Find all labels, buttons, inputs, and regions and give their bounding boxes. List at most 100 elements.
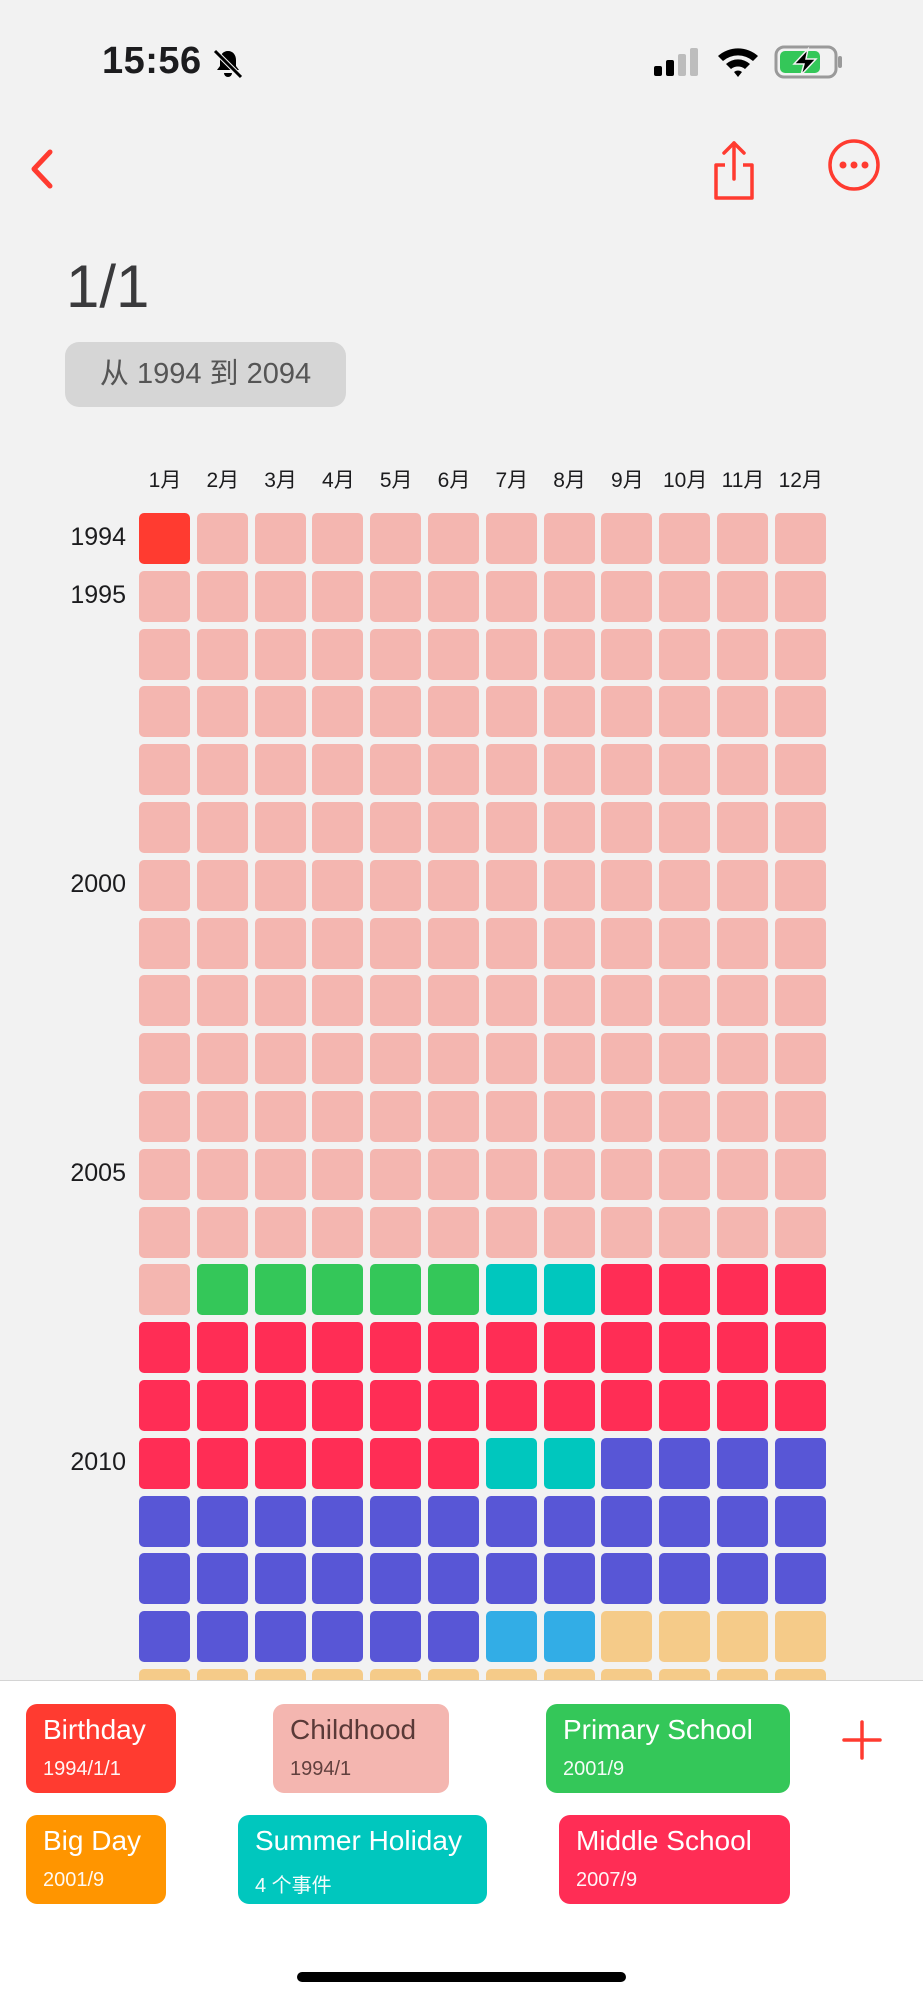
month-cell[interactable]	[485, 1322, 537, 1374]
month-cell[interactable]	[196, 1148, 248, 1200]
month-cell[interactable]	[254, 1148, 306, 1200]
month-cell[interactable]	[428, 917, 479, 969]
month-cell[interactable]	[659, 1380, 711, 1431]
month-cell[interactable]	[312, 570, 364, 622]
month-cell[interactable]	[717, 975, 768, 1027]
month-cell[interactable]	[601, 802, 653, 853]
month-cell[interactable]	[254, 1437, 306, 1489]
month-cell[interactable]	[659, 1033, 711, 1085]
month-cell[interactable]	[601, 859, 653, 911]
month-cell[interactable]	[774, 513, 826, 564]
month-cell[interactable]	[543, 802, 595, 853]
month-cell[interactable]	[428, 1206, 479, 1258]
month-cell[interactable]	[139, 1322, 190, 1374]
month-cell[interactable]	[601, 1322, 653, 1374]
month-cell[interactable]	[485, 1091, 537, 1142]
month-cell[interactable]	[370, 570, 422, 622]
month-cell[interactable]	[370, 686, 422, 738]
month-cell[interactable]	[659, 1669, 711, 1680]
month-cell[interactable]	[601, 686, 653, 738]
month-cell[interactable]	[428, 1495, 479, 1547]
month-cell[interactable]	[312, 1091, 364, 1142]
month-cell[interactable]	[370, 1380, 422, 1431]
month-cell[interactable]	[196, 975, 248, 1027]
month-cell[interactable]	[254, 628, 306, 680]
month-cell[interactable]	[543, 1495, 595, 1547]
month-cell[interactable]	[139, 1091, 190, 1142]
ellipsis-circle-icon[interactable]	[826, 137, 882, 193]
month-cell[interactable]	[312, 1206, 364, 1258]
month-cell[interactable]	[543, 744, 595, 796]
month-cell[interactable]	[485, 570, 537, 622]
month-cell[interactable]	[428, 1669, 479, 1680]
month-cell[interactable]	[659, 1148, 711, 1200]
month-cell[interactable]	[370, 1495, 422, 1547]
month-cell[interactable]	[254, 1669, 306, 1680]
month-cell[interactable]	[601, 975, 653, 1027]
month-cell[interactable]	[312, 1380, 364, 1431]
month-cell[interactable]	[485, 1380, 537, 1431]
month-cell[interactable]	[717, 570, 768, 622]
month-cell[interactable]	[601, 917, 653, 969]
month-cell[interactable]	[312, 802, 364, 853]
month-cell[interactable]	[254, 1611, 306, 1663]
month-cell[interactable]	[543, 1553, 595, 1605]
month-cell[interactable]	[196, 1322, 248, 1374]
month-cell[interactable]	[196, 513, 248, 564]
month-cell[interactable]	[370, 1437, 422, 1489]
month-cell[interactable]	[774, 1091, 826, 1142]
month-cell[interactable]	[139, 917, 190, 969]
month-cell[interactable]	[659, 1495, 711, 1547]
month-cell[interactable]	[370, 1611, 422, 1663]
month-cell[interactable]	[196, 686, 248, 738]
month-cell[interactable]	[717, 1322, 768, 1374]
month-cell[interactable]	[659, 513, 711, 564]
month-cell[interactable]	[659, 917, 711, 969]
month-cell[interactable]	[196, 1264, 248, 1316]
month-cell[interactable]	[659, 975, 711, 1027]
month-cell[interactable]	[601, 513, 653, 564]
month-cell[interactable]	[717, 1091, 768, 1142]
month-cell[interactable]	[774, 744, 826, 796]
month-cell[interactable]	[601, 1033, 653, 1085]
month-cell[interactable]	[774, 1033, 826, 1085]
month-cell[interactable]	[485, 1033, 537, 1085]
month-cell[interactable]	[312, 1148, 364, 1200]
month-cell[interactable]	[139, 628, 190, 680]
month-cell[interactable]	[543, 975, 595, 1027]
month-cell[interactable]	[485, 1148, 537, 1200]
month-cell[interactable]	[659, 859, 711, 911]
month-cell[interactable]	[254, 917, 306, 969]
month-cell[interactable]	[196, 1206, 248, 1258]
chevron-left-icon[interactable]	[22, 133, 72, 203]
month-cell[interactable]	[139, 1495, 190, 1547]
month-cell[interactable]	[196, 859, 248, 911]
month-cell[interactable]	[543, 570, 595, 622]
month-cell[interactable]	[601, 1437, 653, 1489]
month-cell[interactable]	[312, 1322, 364, 1374]
month-cell[interactable]	[717, 1437, 768, 1489]
month-cell[interactable]	[139, 1264, 190, 1316]
month-cell[interactable]	[659, 1437, 711, 1489]
month-cell[interactable]	[659, 686, 711, 738]
month-cell[interactable]	[717, 1380, 768, 1431]
month-cell[interactable]	[717, 1611, 768, 1663]
month-cell[interactable]	[312, 1611, 364, 1663]
month-cell[interactable]	[139, 1380, 190, 1431]
month-cell[interactable]	[601, 1091, 653, 1142]
month-cell[interactable]	[370, 1206, 422, 1258]
month-cell[interactable]	[774, 1437, 826, 1489]
month-cell[interactable]	[601, 1148, 653, 1200]
month-cell[interactable]	[370, 1091, 422, 1142]
month-cell[interactable]	[543, 1380, 595, 1431]
month-cell[interactable]	[312, 1495, 364, 1547]
date-range-badge[interactable]: 从 1994 到 2094	[65, 342, 346, 407]
month-cell[interactable]	[601, 1611, 653, 1663]
month-cell[interactable]	[139, 744, 190, 796]
month-cell[interactable]	[254, 802, 306, 853]
month-cell[interactable]	[370, 1264, 422, 1316]
month-cell[interactable]	[370, 802, 422, 853]
month-cell[interactable]	[774, 628, 826, 680]
month-cell[interactable]	[601, 1206, 653, 1258]
month-cell[interactable]	[485, 1264, 537, 1316]
